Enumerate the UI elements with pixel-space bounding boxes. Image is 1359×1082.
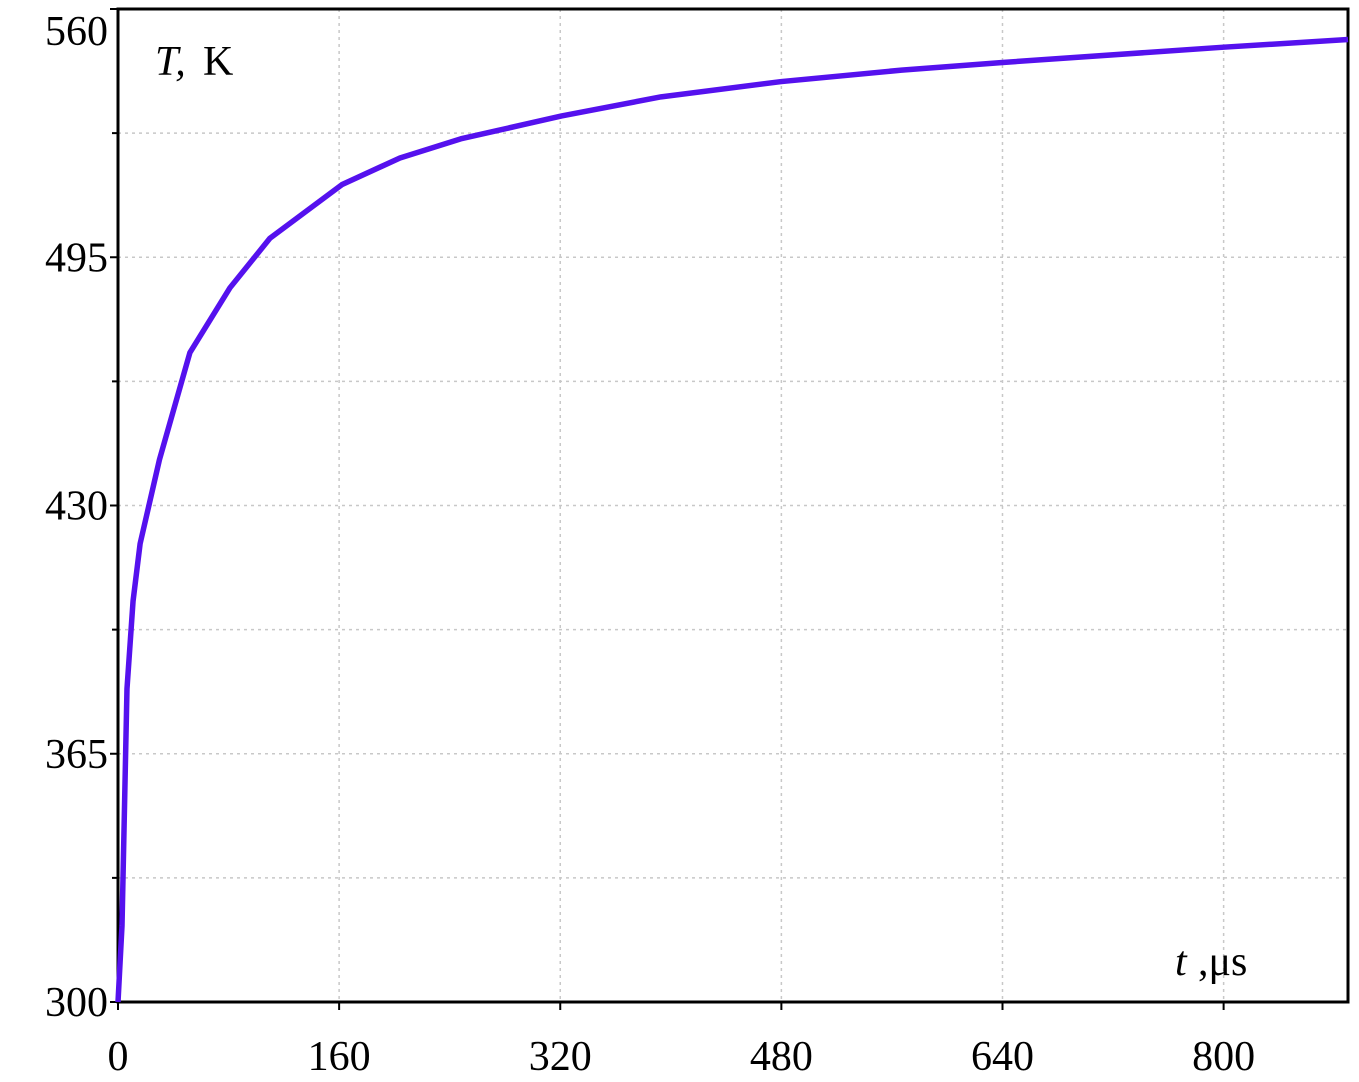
y-tick-label: 560: [45, 9, 108, 55]
y-tick-label: 300: [45, 980, 108, 1026]
data-line: [115, 36, 1349, 1003]
y-tick-label: 495: [45, 235, 108, 281]
x-label-unit: ,μs: [1198, 939, 1247, 985]
x-label-symbol: t: [1175, 939, 1188, 985]
x-tick-label: 320: [529, 1034, 592, 1080]
y-tick-label: 365: [45, 732, 108, 778]
y-label-unit: K: [203, 39, 233, 85]
x-tick-label: 0: [108, 1034, 129, 1080]
x-tick-label: 640: [971, 1034, 1034, 1080]
x-tick-label: 480: [750, 1034, 813, 1080]
x-tick-label: 800: [1192, 1034, 1255, 1080]
grid: [117, 8, 1348, 1003]
y-tick-label: 430: [45, 484, 108, 530]
plot-frame: [116, 7, 1350, 1004]
x-tick-label: 160: [308, 1034, 371, 1080]
y-label-symbol: T,: [155, 39, 186, 85]
